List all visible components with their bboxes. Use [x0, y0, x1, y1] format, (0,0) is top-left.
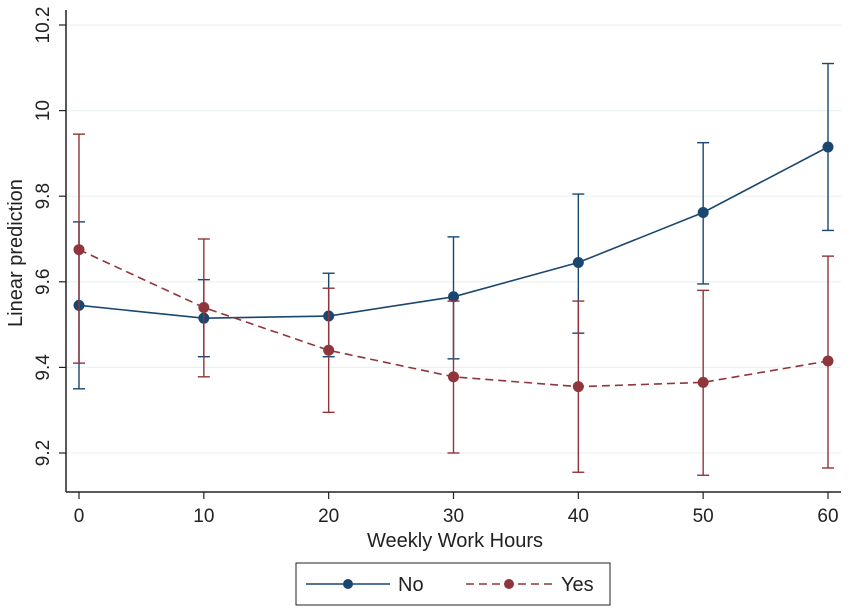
y-axis-title: Linear prediction	[5, 179, 27, 327]
data-point	[697, 206, 709, 218]
data-point	[73, 244, 85, 256]
x-tick-label: 30	[443, 506, 464, 527]
data-point	[448, 291, 459, 303]
x-tick-label: 20	[318, 506, 339, 527]
y-tick-label: 10.2	[33, 7, 54, 44]
y-ticks: 9.2 9.4 9.6 9.8 10 10.2	[33, 7, 66, 466]
series	[73, 62, 834, 476]
x-tick-label: 60	[817, 506, 838, 527]
x-tick-label: 40	[568, 506, 589, 527]
x-tick-label: 50	[693, 506, 714, 527]
y-tick-label: 9.4	[33, 354, 54, 381]
data-point	[198, 301, 210, 313]
data-point	[697, 376, 709, 388]
data-point	[323, 344, 335, 356]
data-point	[448, 371, 459, 383]
x-axis-title: Weekly Work Hours	[367, 530, 543, 552]
legend-label-yes: Yes	[561, 574, 594, 596]
data-point	[822, 141, 834, 153]
data-point	[572, 381, 584, 393]
y-tick-label: 10	[33, 100, 54, 121]
y-tick-label: 9.2	[33, 440, 54, 466]
legend-marker-yes	[504, 579, 514, 589]
x-tick-label: 10	[193, 506, 214, 527]
data-point	[822, 355, 834, 367]
legend-marker-no	[343, 579, 353, 589]
series-yes	[73, 133, 834, 476]
legend-label-no: No	[398, 574, 424, 596]
data-point	[572, 257, 584, 269]
x-ticks: 0 10 20 30 40 50 60	[74, 492, 839, 527]
y-tick-label: 9.8	[33, 183, 54, 209]
y-tick-label: 9.6	[33, 269, 54, 295]
x-tick-label: 0	[74, 506, 85, 527]
legend: No Yes	[295, 562, 611, 606]
